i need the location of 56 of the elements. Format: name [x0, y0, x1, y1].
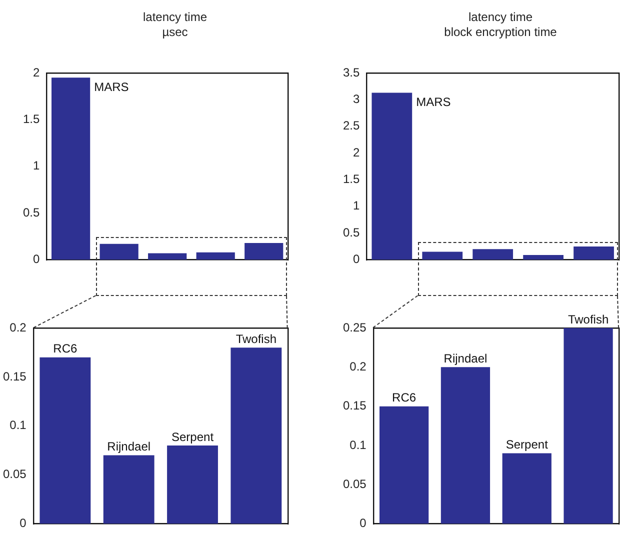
bar [40, 357, 91, 524]
y-tick-label: 0 [20, 516, 27, 530]
x-tick-label: RC6 [392, 390, 416, 405]
y-tick-label: 0.25 [342, 320, 367, 334]
y-tick-label: 0.05 [2, 467, 27, 482]
annotation: MARS [416, 95, 451, 110]
y-tick-label: 0.05 [342, 476, 367, 491]
x-tick-label: RC6 [53, 342, 78, 356]
bar [103, 455, 154, 524]
y-tick-label: 0.15 [2, 369, 27, 384]
x-tick-label: Twofish [568, 312, 609, 326]
bar [422, 252, 463, 260]
y-tick-label: 0.15 [342, 398, 367, 413]
y-tick-label: 2 [32, 65, 40, 80]
y-tick-label: 2 [352, 145, 360, 160]
bar [148, 253, 187, 260]
bar [167, 445, 218, 524]
chart-title: latency time [467, 10, 534, 25]
annotation: MARS [94, 80, 129, 94]
y-tick-label: 3.5 [342, 65, 360, 80]
y-tick-label: 1 [352, 198, 360, 213]
y-tick-label: 0.1 [350, 438, 367, 452]
chart-subtitle: µsec [161, 25, 189, 40]
bar [574, 246, 614, 260]
y-tick-label: 3 [352, 92, 360, 106]
bar [100, 244, 138, 260]
bar [52, 78, 90, 260]
x-tick-label: Twofish [236, 332, 277, 346]
chart-subtitle: block encryption time [443, 25, 558, 40]
y-tick-label: 0.5 [342, 225, 360, 240]
y-tick-label: 1.5 [342, 172, 360, 186]
x-tick-label: Serpent [506, 438, 549, 452]
y-tick-label: 0.2 [10, 320, 27, 334]
y-tick-label: 0.1 [10, 418, 27, 432]
bar [379, 406, 429, 524]
y-tick-label: 0 [32, 252, 40, 266]
y-tick-label: 0.5 [22, 205, 40, 220]
y-tick-label: 0.2 [350, 359, 367, 374]
bar [372, 92, 412, 260]
bar [230, 348, 282, 524]
x-tick-label: Rijndael [444, 351, 488, 366]
bar [440, 367, 490, 524]
bar [564, 328, 613, 524]
y-tick-label: 0 [360, 516, 367, 530]
y-tick-label: 1 [32, 158, 40, 173]
bar [196, 252, 235, 260]
x-tick-label: Serpent [171, 430, 214, 444]
chart-title: latency time [142, 10, 208, 25]
bar [244, 242, 284, 260]
y-tick-label: 1.5 [22, 112, 40, 126]
bar [472, 249, 514, 260]
y-tick-label: 0 [352, 252, 360, 266]
bar [502, 453, 552, 524]
y-tick-label: 2.5 [342, 118, 360, 133]
bar [523, 254, 564, 260]
x-tick-label: Rijndael [107, 440, 151, 454]
